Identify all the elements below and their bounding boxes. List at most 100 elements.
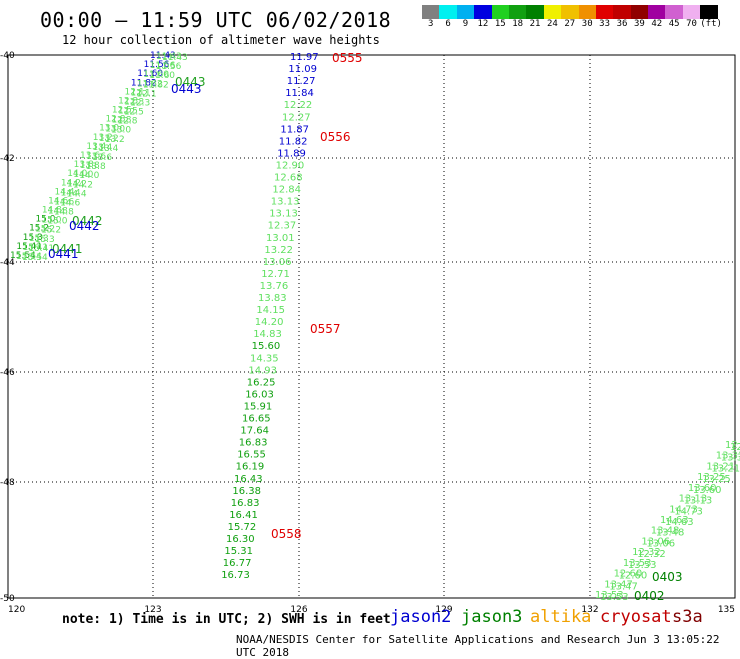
swh-value: 14.0 bbox=[73, 170, 93, 180]
swh-value: 11.60 bbox=[143, 70, 169, 80]
swh-value: 13.25 bbox=[702, 474, 731, 485]
swh-value: 11.87 bbox=[280, 124, 309, 135]
swh-value: 13.22 bbox=[264, 245, 293, 256]
swh-value: 16.25 bbox=[247, 377, 276, 388]
swh-value: 13.0 bbox=[99, 124, 119, 134]
swh-value: 13.47 bbox=[604, 579, 633, 590]
swh-value: 14.6 bbox=[60, 198, 80, 208]
swh-value: 13.21 bbox=[706, 461, 735, 472]
swh-value: 14.4 bbox=[55, 187, 75, 197]
colorbar-swatch bbox=[595, 5, 614, 19]
swh-value: 12.3 bbox=[118, 96, 138, 106]
colorbar-label: 21 bbox=[529, 19, 541, 29]
swh-value: 15.41 bbox=[22, 243, 48, 253]
swh-value: 15.54 bbox=[22, 253, 48, 263]
swh-value: 13.6 bbox=[92, 153, 112, 163]
colorbar-label: 15 bbox=[494, 19, 506, 29]
colorbar-swatch bbox=[491, 5, 509, 19]
swh-value: 13.48 bbox=[656, 528, 685, 539]
colorbar-swatch bbox=[630, 5, 649, 19]
swh-value: 16.77 bbox=[223, 558, 252, 569]
swh-value: 13.47 bbox=[609, 581, 638, 592]
swh-value: 13.53 bbox=[628, 560, 657, 571]
colorbar-label: (ft) bbox=[700, 19, 722, 29]
lat-tick-label: -44 bbox=[0, 258, 15, 268]
swh-value: 15.2 bbox=[41, 226, 61, 236]
swh-value: 12.5 bbox=[118, 107, 138, 117]
chart-note: note: 1) Time is in UTC; 2) SWH is in fe… bbox=[62, 612, 391, 627]
swh-value: 15.0 bbox=[47, 217, 67, 227]
swh-value: 13.4 bbox=[86, 142, 106, 152]
swh-value: 12.3 bbox=[130, 98, 150, 108]
swh-value: 14.63 bbox=[665, 517, 694, 528]
swh-value: 14.6 bbox=[54, 197, 74, 207]
swh-value: 13.31 bbox=[716, 451, 740, 462]
swh-value: 11.84 bbox=[285, 88, 314, 99]
swh-value: 15.54 bbox=[16, 252, 42, 262]
swh-value: 16.55 bbox=[237, 450, 266, 461]
swh-value: 11.89 bbox=[277, 148, 306, 159]
track-time-label: 0443 bbox=[175, 75, 206, 89]
swh-value: 12.60 bbox=[619, 571, 648, 582]
legend-jason3: jason3 bbox=[461, 607, 523, 627]
colorbar-label: 24 bbox=[547, 19, 558, 29]
swh-value: 14.93 bbox=[248, 365, 277, 376]
swh-value: 13.8 bbox=[74, 160, 94, 170]
swh-value: 14.83 bbox=[253, 329, 282, 340]
lon-tick-label: 120 bbox=[8, 605, 25, 615]
colorbar-swatch bbox=[561, 5, 579, 19]
swh-value: 11.82 bbox=[279, 136, 308, 147]
colorbar-label: 42 bbox=[651, 19, 663, 29]
swh-value: 13.21 bbox=[711, 463, 740, 474]
colorbar-swatch bbox=[526, 5, 544, 19]
colorbar-label: 36 bbox=[616, 19, 628, 29]
swh-value: 14.2 bbox=[61, 178, 81, 188]
swh-value: 12.1 bbox=[125, 87, 145, 97]
swh-value: 11.60 bbox=[149, 71, 175, 81]
swh-value: 13.13 bbox=[269, 209, 298, 220]
track-time-label: 0557 bbox=[310, 322, 341, 336]
colorbar-label: 45 bbox=[668, 19, 680, 29]
swh-value: 13.06 bbox=[641, 536, 670, 547]
swh-value: 16.43 bbox=[234, 474, 263, 485]
legend-s3a: s3a bbox=[672, 607, 703, 627]
swh-value: 14.20 bbox=[255, 317, 284, 328]
swh-value: 15.3 bbox=[23, 233, 43, 243]
swh-value: 15.3 bbox=[35, 235, 55, 245]
swh-value: 14.4 bbox=[67, 189, 87, 199]
swh-value: 15.72 bbox=[228, 522, 257, 533]
satellite-tracks: 11.9711.0911.2711.8412.2212.2711.8711.82… bbox=[10, 51, 740, 603]
colorbar-swatch bbox=[648, 5, 666, 19]
colorbar-swatch bbox=[508, 5, 527, 19]
track-time-label: 0442 bbox=[69, 219, 100, 233]
swh-value: 14.63 bbox=[660, 515, 689, 526]
swh-value: 13.4 bbox=[98, 144, 118, 154]
lat-tick-label: -50 bbox=[0, 594, 15, 604]
legend-jason2: jason2 bbox=[390, 607, 452, 627]
swh-value: 15.0 bbox=[41, 216, 61, 226]
swh-value: 11.97 bbox=[290, 52, 319, 63]
swh-value: 12.27 bbox=[282, 112, 311, 123]
lat-tick-label: -48 bbox=[0, 478, 15, 488]
colorbar-label: 39 bbox=[633, 19, 645, 29]
colorbar-label: 70 bbox=[686, 19, 697, 29]
swh-value: 14.8 bbox=[54, 208, 74, 218]
swh-value: 14.15 bbox=[256, 305, 285, 316]
colorbar-label: 9 bbox=[462, 19, 469, 29]
swh-value: 12.90 bbox=[276, 160, 305, 171]
swh-value: 12.32 bbox=[637, 549, 666, 560]
map-grid bbox=[7, 54, 736, 599]
swh-value: 14.8 bbox=[42, 206, 62, 216]
swh-value: 13.13 bbox=[271, 197, 300, 208]
swh-value: 14.8 bbox=[48, 207, 68, 217]
colorbar-swatch bbox=[700, 5, 718, 19]
swh-value: 15.31 bbox=[224, 546, 253, 557]
swh-value: 14.0 bbox=[79, 171, 99, 181]
swh-value: 12.71 bbox=[261, 269, 290, 280]
colorbar-swatch bbox=[682, 5, 701, 19]
swh-value: 11.43 bbox=[156, 52, 182, 62]
swh-value: 11.43 bbox=[162, 53, 188, 63]
swh-value: 17.64 bbox=[240, 426, 269, 437]
colorbar-label: 12 bbox=[477, 19, 489, 29]
swh-value: 11.82 bbox=[143, 80, 169, 90]
